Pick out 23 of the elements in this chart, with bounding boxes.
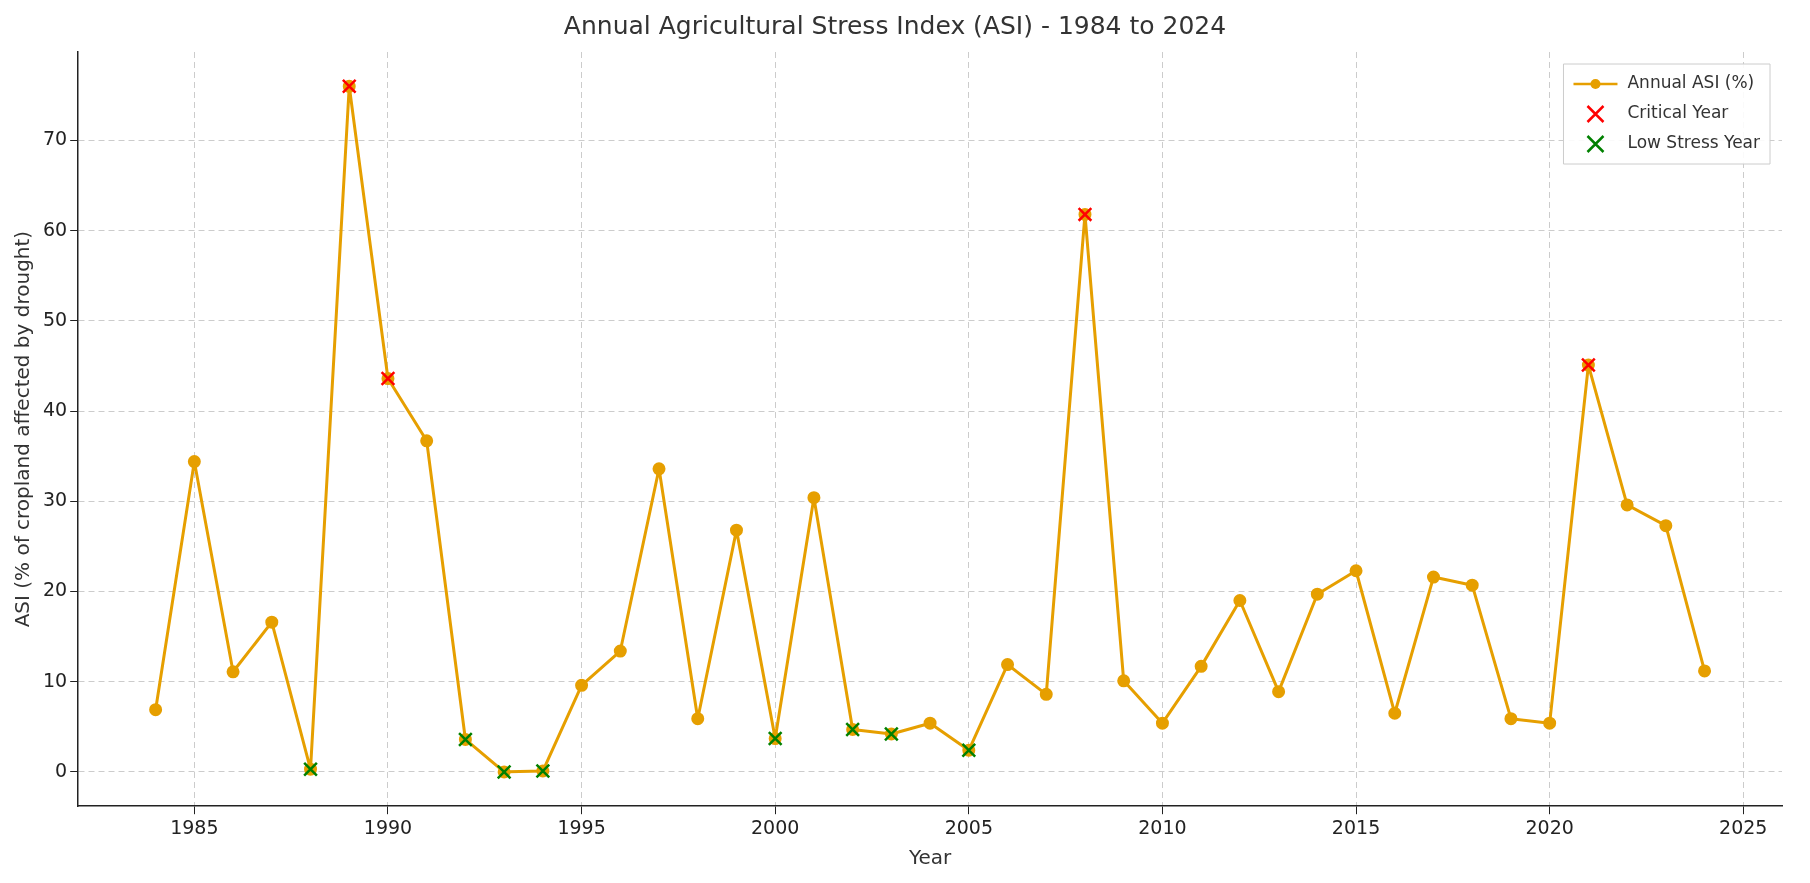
x-axis-title: Year: [907, 845, 953, 870]
y-tick-label: 10: [42, 668, 68, 691]
x-tick-label: 1990: [363, 815, 413, 838]
x-tick-label: 2020: [1525, 815, 1574, 838]
x-tick-label: 2000: [751, 815, 800, 838]
y-tick-label: 20: [42, 578, 68, 601]
legend-label: Low Stress Year: [1627, 132, 1761, 153]
y-tick-label: 60: [42, 217, 68, 240]
legend-label: Critical Year: [1627, 102, 1729, 123]
y-tick-label: 50: [42, 307, 68, 330]
y-tick-label: 0: [55, 758, 68, 781]
chart-title: Annual Agricultural Stress Index (ASI) - 1984 to 2024: [563, 10, 1227, 40]
y-tick-label: 70: [42, 127, 68, 150]
x-tick-label: 1995: [557, 815, 606, 838]
x-tick-label: 2010: [1138, 815, 1187, 838]
x-tick-label: 2005: [944, 815, 993, 838]
x-tick-label: 1985: [170, 815, 219, 838]
y-tick-label: 30: [42, 488, 68, 511]
y-axis-title: ASI (% of cropland affected by drought): [10, 230, 35, 628]
y-tick-label: 40: [42, 397, 68, 420]
legend-label: Annual ASI (%): [1627, 72, 1755, 93]
x-tick-label: 2015: [1331, 815, 1381, 838]
x-tick-label: 2025: [1719, 815, 1768, 838]
